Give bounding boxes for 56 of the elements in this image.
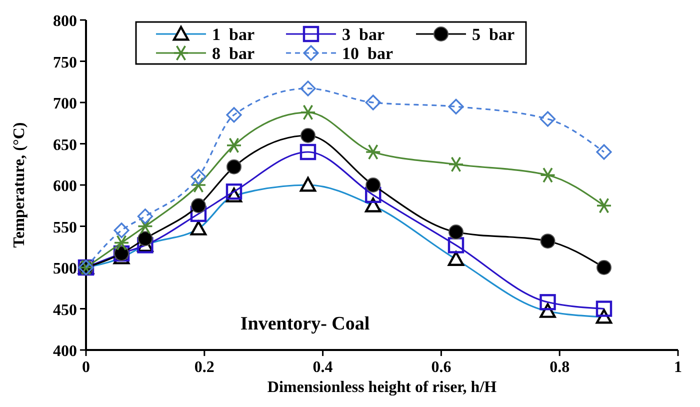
annotation: Inventory- Coal [240, 313, 370, 334]
point [448, 237, 464, 254]
point [596, 300, 612, 317]
x-axis-title: Dimensionless height of riser, h/H [267, 379, 498, 396]
point [226, 184, 242, 200]
point [300, 144, 316, 160]
legend-label: 8 bar [212, 44, 255, 63]
x-tick-label: 0.2 [194, 359, 214, 376]
point [226, 159, 242, 174]
legend-label: 3 bar [342, 25, 385, 44]
y-tick-label: 500 [53, 260, 77, 278]
point [596, 144, 612, 160]
point [540, 111, 556, 127]
point [540, 234, 556, 249]
point [300, 80, 316, 96]
y-tick-label: 800 [53, 13, 77, 30]
point [596, 198, 612, 214]
legend-label: 5 bar [472, 25, 515, 44]
legend-label: 10 bar [342, 44, 394, 63]
point [137, 208, 153, 224]
x-tick-label: 1 [674, 359, 682, 376]
y-tick-label: 700 [53, 96, 77, 112]
y-tick-label: 600 [53, 178, 77, 195]
y-tick-label: 550 [53, 219, 77, 236]
point [190, 198, 206, 214]
point [366, 178, 381, 192]
y-tick-label: 750 [53, 54, 77, 72]
legend-label: 1 bar [212, 25, 255, 44]
point [596, 260, 612, 275]
y-tick-label: 650 [53, 136, 77, 154]
point [300, 104, 316, 120]
point [190, 168, 206, 185]
point [114, 234, 130, 251]
point [540, 294, 556, 310]
y-axis-title: Temperature, (°C) [11, 122, 28, 248]
point [226, 138, 242, 154]
point [138, 231, 153, 246]
point [365, 186, 382, 203]
point [300, 128, 316, 143]
point [114, 222, 130, 238]
point [190, 206, 207, 222]
y-tick-label: 400 [53, 343, 77, 360]
point [365, 94, 381, 110]
x-tick-label: 0.6 [431, 359, 452, 376]
x-tick-label: 0.4 [312, 359, 333, 376]
point [448, 224, 464, 240]
point [448, 98, 464, 114]
x-tick-label: 0 [82, 359, 90, 376]
point [190, 177, 206, 193]
x-tick-label: 0.8 [550, 359, 570, 376]
point [226, 107, 242, 123]
point [365, 144, 382, 160]
point [137, 218, 154, 234]
point [448, 156, 464, 172]
point [540, 167, 556, 183]
y-tick-label: 450 [53, 302, 77, 319]
